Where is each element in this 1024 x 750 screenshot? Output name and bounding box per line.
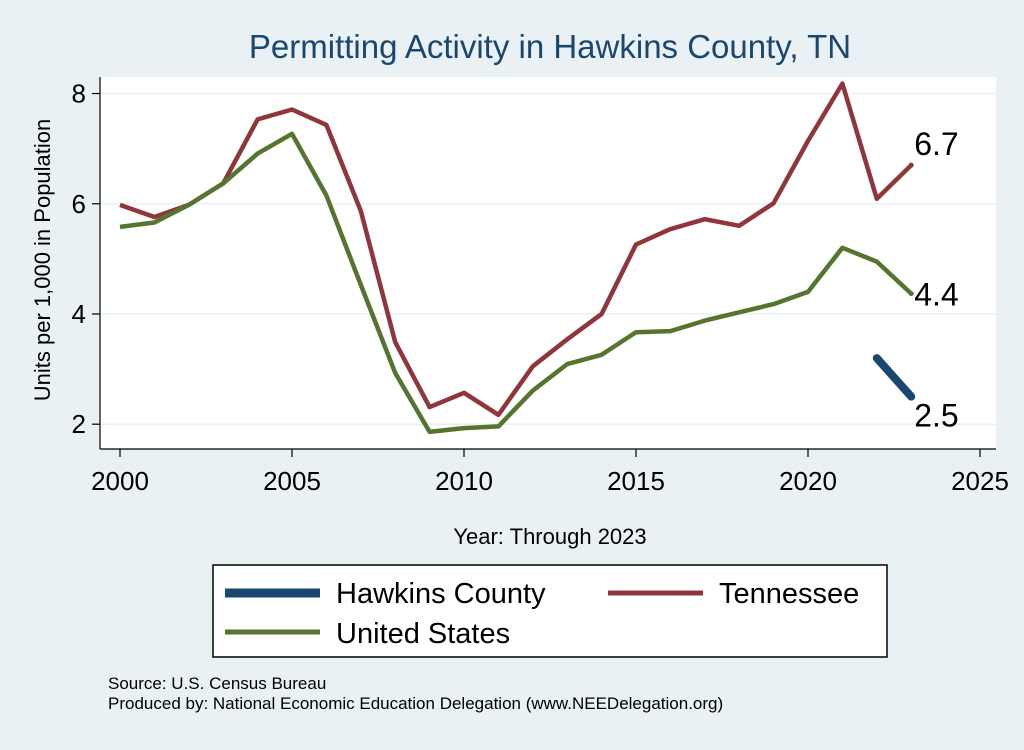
x-tick-label: 2020 — [779, 466, 837, 496]
end-point-united-states — [908, 291, 914, 297]
y-tick-labels: 2 4 6 8 — [72, 79, 86, 440]
x-tick-label: 2005 — [263, 466, 321, 496]
series-line-tennessee — [119, 81, 913, 418]
end-label-tennessee: 6.7 — [914, 126, 958, 162]
legend: Hawkins County Tennessee United States — [212, 564, 888, 658]
x-tick-label: 2025 — [951, 466, 1009, 496]
produced-by-note: Produced by: National Economic Education… — [108, 694, 723, 713]
series-line-united-states — [119, 131, 913, 435]
x-tick-label: 2010 — [435, 466, 493, 496]
end-labels: 2.5 6.7 4.4 — [914, 126, 958, 433]
y-axis-label: Units per 1,000 in Population — [30, 119, 55, 402]
series-layer — [119, 81, 916, 435]
plot-area — [100, 77, 996, 449]
legend-label-united-states: United States — [336, 618, 510, 650]
y-tick-label: 4 — [72, 299, 86, 329]
end-label-hawkins-county: 2.5 — [914, 398, 958, 434]
source-note: Source: U.S. Census Bureau — [108, 674, 326, 693]
legend-label-tennessee: Tennessee — [719, 578, 859, 610]
y-tick-label: 6 — [72, 189, 86, 219]
y-tick-label: 2 — [72, 409, 86, 439]
legend-box — [212, 564, 888, 658]
end-label-united-states: 4.4 — [914, 277, 958, 313]
end-point-tennessee — [908, 162, 914, 168]
y-tick-label: 8 — [72, 79, 86, 109]
chart-title: Permitting Activity in Hawkins County, T… — [249, 28, 851, 65]
series-line-hawkins-county — [872, 354, 916, 401]
x-tick-labels: 2000 2005 2010 2015 2020 2025 — [91, 466, 1009, 496]
legend-label-hawkins-county: Hawkins County — [336, 578, 546, 610]
x-tick-label: 2015 — [607, 466, 665, 496]
x-axis-label: Year: Through 2023 — [453, 524, 646, 549]
x-tick-label: 2000 — [91, 466, 149, 496]
